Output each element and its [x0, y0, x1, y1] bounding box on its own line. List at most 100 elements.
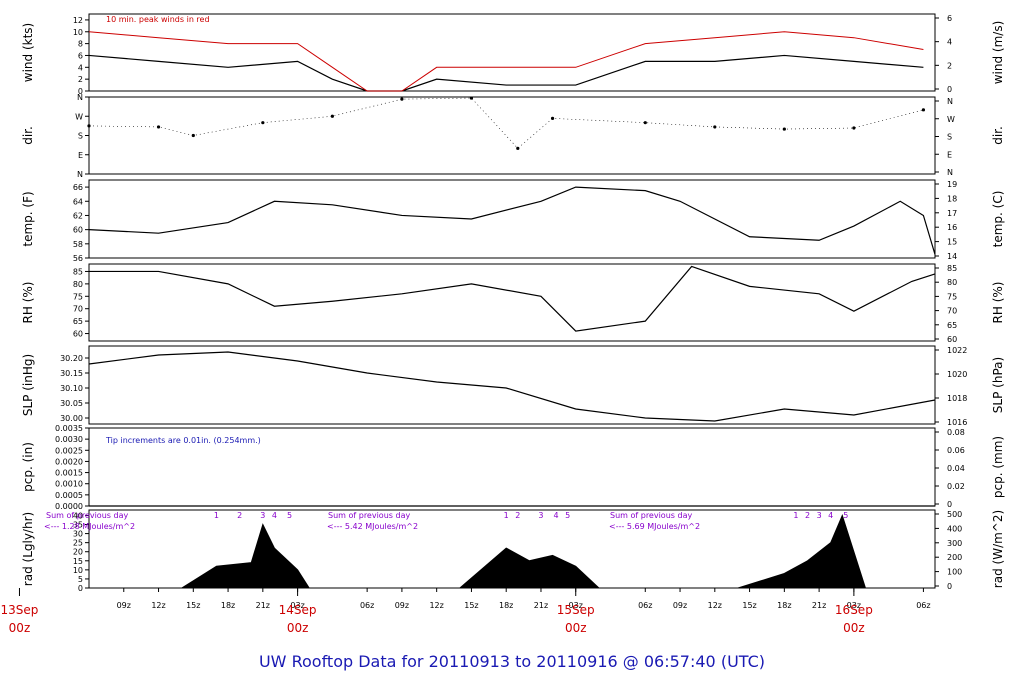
wind-peak-note: 10 min. peak winds in red [106, 15, 210, 24]
rad-tick-label-right: 400 [947, 524, 962, 533]
x-tick-label: 21z [534, 601, 548, 610]
solar-hour-mark: 4 [828, 511, 833, 520]
rad-tick-label-left: 25 [73, 539, 83, 548]
panel-slp: SLP (inHg) SLP (hPa) 30.00 30.05 30.10 30.15 3… [21, 345, 1005, 427]
slp-frame [88, 345, 936, 425]
solar-hour-mark: 1 [793, 511, 798, 520]
day-label-date: 14Sep [279, 603, 317, 617]
solar-hour-mark: 5 [287, 511, 292, 520]
rh-tick-label-right: 70 [947, 307, 957, 316]
x-tick-label: 12z [429, 601, 443, 610]
x-tick-label: 09z [673, 601, 687, 610]
pcp-tick-label-right: 0.08 [947, 428, 965, 437]
x-tick-label: 18z [499, 601, 513, 610]
wind-tick-label-left: 4 [78, 63, 83, 72]
wind-tick-label-right: 6 [947, 14, 952, 23]
temp-tick-label-left: 66 [73, 183, 83, 192]
rad-tick-label-left: 30 [73, 530, 83, 539]
solar-hour-mark: 3 [538, 511, 543, 520]
rad-sum-label: Sum of previous day [328, 511, 410, 520]
solar-hour-mark: 4 [272, 511, 277, 520]
rad-tick-label-right: 100 [947, 568, 962, 577]
temp-ylabel-right: temp. (C) [991, 191, 1005, 248]
solar-hour-mark: 2 [515, 511, 520, 520]
rad-ylabel-right: rad (W/m^2) [991, 510, 1005, 588]
dir-ylabel-left: dir. [21, 126, 35, 145]
wind-tick-label-right: 4 [947, 38, 952, 47]
rad-tick-label-left: 20 [73, 548, 83, 557]
temp-ylabel-left: temp. (F) [21, 191, 35, 246]
wind-tick-label-left: 0 [78, 87, 83, 96]
slp-tick-label-left: 30.15 [60, 369, 83, 378]
rad-tick-label-right: 0 [947, 582, 952, 591]
pcp-ylabel-left: pcp. (in) [21, 442, 35, 492]
solar-hour-mark: 3 [817, 511, 822, 520]
slp-tick-label-left: 30.00 [60, 414, 83, 423]
rh-tick-label-right: 85 [947, 264, 957, 273]
rad-tick-label-right: 300 [947, 539, 962, 548]
pcp-tick-label-right: 0.02 [947, 482, 965, 491]
pcp-tick-label-left: 0.0020 [55, 457, 83, 466]
dir-ylabel-right: dir. [991, 126, 1005, 145]
rh-tick-label-right: 75 [947, 292, 957, 301]
dir-point [852, 126, 856, 130]
dir-point [330, 114, 334, 118]
panel-rad: rad (Lgly/hr) rad (W/m^2)0510152025303540… [21, 509, 1005, 593]
wind-ylabel-right: wind (m/s) [991, 21, 1005, 85]
rad-tick-label-right: 500 [947, 510, 962, 519]
rh-tick-label-left: 65 [73, 317, 83, 326]
dir-tick-label-right: N [947, 168, 953, 177]
pcp-tick-label-left: 0.0025 [55, 446, 83, 455]
dir-tick-label-right: N [947, 97, 953, 106]
rad-series-area [89, 514, 935, 589]
dir-point [191, 133, 195, 138]
x-tick-label: 18z [221, 601, 235, 610]
wind-ylabel-left: wind (kts) [21, 23, 35, 82]
rh-tick-label-right: 65 [947, 321, 957, 330]
rh-tick-label-left: 70 [73, 305, 83, 314]
x-tick-label: 18z [777, 601, 791, 610]
chart-footer-title: UW Rooftop Data for 20110913 to 20110916… [259, 652, 765, 671]
x-tick-label: 09z [395, 601, 409, 610]
wind-tick-label-left: 10 [73, 28, 83, 37]
wind-tick-label-left: 6 [78, 51, 83, 60]
wind-series-line-0 [88, 54, 924, 92]
wind-frame [88, 13, 936, 92]
pcp-ylabel-right: pcp. (mm) [991, 436, 1005, 498]
rad-sum-value: <--- 5.69 MJoules/m^2 [609, 522, 700, 531]
solar-hour-mark: 5 [843, 511, 848, 520]
pcp-tick-label-left: 0.0015 [55, 469, 83, 478]
rad-sum-label: Sum of previous day [610, 511, 692, 520]
rad-sum-label: Sum of previous day [46, 511, 128, 520]
dir-series-line [88, 97, 924, 149]
wind-tick-label-left: 12 [73, 16, 83, 25]
rad-ylabel-left: rad (Lgly/hr) [21, 512, 35, 586]
dir-tick-label-left: N [77, 170, 83, 179]
dir-tick-label-left: N [77, 93, 83, 102]
slp-ylabel-left: SLP (inHg) [21, 354, 35, 416]
rad-tick-label-left: 35 [73, 521, 83, 530]
day-label-date: 15Sep [557, 603, 595, 617]
x-tick-label: 09z [117, 601, 131, 610]
solar-hour-mark: 2 [237, 511, 242, 520]
dir-frame [88, 96, 936, 175]
temp-tick-label-left: 56 [73, 254, 83, 263]
temp-tick-label-right: 14 [947, 252, 957, 261]
x-tick-label: 21z [256, 601, 270, 610]
day-label-hour: 00z [843, 621, 865, 635]
pcp-increment-note: Tip increments are 0.01in. (0.254mm.) [105, 436, 261, 445]
temp-tick-label-left: 58 [73, 240, 83, 249]
rad-tick-label-left: 0 [78, 584, 83, 593]
rad-sum-note-3: Sum of previous day <--- 5.69 MJoules/m^… [609, 511, 700, 531]
x-tick-label: 06z [916, 601, 930, 610]
rad-tick-label-left: 40 [73, 511, 83, 520]
dir-tick-label-right: W [947, 115, 955, 124]
slp-series-line-0 [88, 351, 936, 422]
temp-tick-label-right: 15 [947, 238, 957, 247]
wind-tick-label-left: 8 [78, 40, 83, 49]
rad-sum-note-1: Sum of previous day <--- 1.28 MJoules/m^… [44, 511, 135, 531]
day-label-hour: 00z [9, 621, 31, 635]
dir-tick-label-right: S [947, 133, 952, 142]
dir-point [921, 108, 926, 112]
